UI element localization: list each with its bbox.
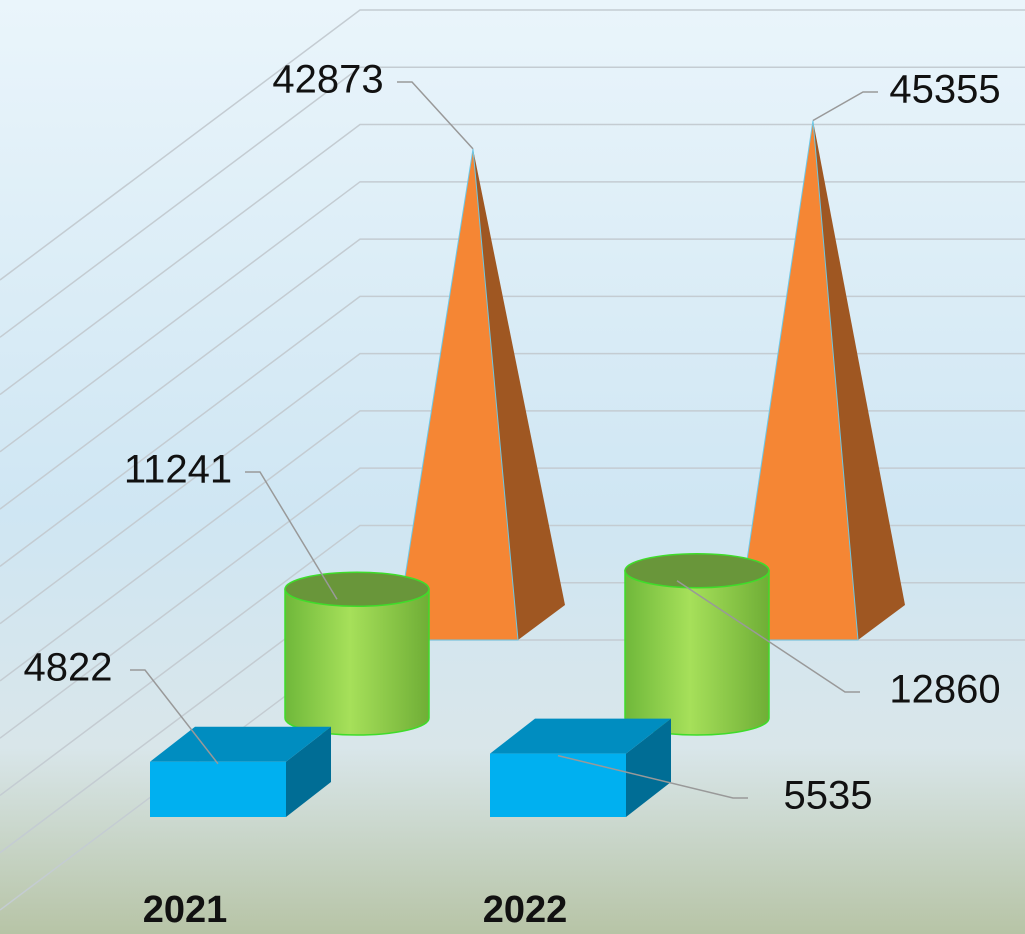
x-tick-label: 2021: [143, 889, 228, 931]
cylinder: [285, 589, 429, 735]
cylinder-top: [285, 572, 429, 606]
cylinder: [625, 571, 769, 735]
data-label: 12860: [889, 668, 1000, 712]
cylinder-top: [625, 554, 769, 588]
bar: [490, 754, 626, 817]
data-label: 11241: [124, 448, 232, 492]
chart: 42873 45355 11241 12860 4822 5535 2021 2022: [0, 0, 1025, 934]
x-tick-label: 2022: [483, 889, 568, 931]
data-label: 4822: [24, 646, 113, 690]
data-label: 45355: [889, 68, 1000, 112]
data-label: 5535: [784, 774, 873, 818]
bar: [150, 762, 286, 817]
data-label: 42873: [272, 58, 383, 102]
